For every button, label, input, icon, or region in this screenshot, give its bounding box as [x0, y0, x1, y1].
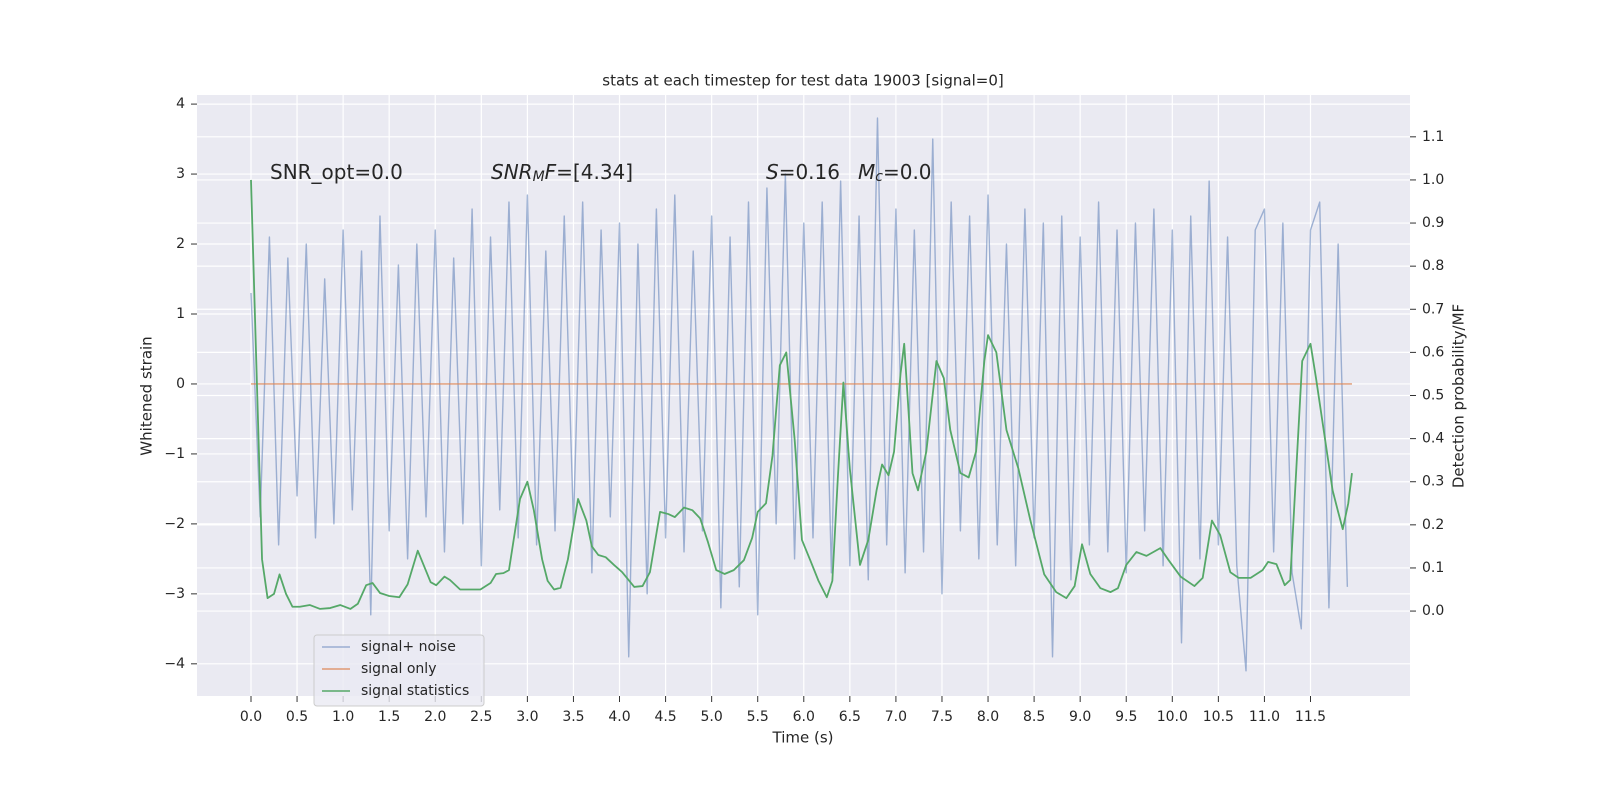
- x-tick-label: 3.0: [516, 709, 538, 725]
- y2-tick-label: 1.1: [1422, 129, 1444, 145]
- annotation-part: c: [875, 169, 883, 185]
- y2-tick-label: 0.1: [1422, 560, 1444, 576]
- annotation: S=0.16: [766, 160, 840, 184]
- legend-label: signal+ noise: [361, 639, 456, 655]
- x-tick-label: 9.0: [1069, 709, 1091, 725]
- y-axis-label: Whitened strain: [138, 336, 156, 455]
- y2-tick-label: 0.9: [1422, 215, 1444, 231]
- x-tick-label: 10.5: [1203, 709, 1234, 725]
- x-tick-label: 8.0: [977, 709, 999, 725]
- legend-label: signal statistics: [361, 683, 469, 699]
- x-tick-label: 2.0: [424, 709, 446, 725]
- x-tick-label: 0.5: [286, 709, 308, 725]
- y-tick-label: 1: [176, 306, 185, 322]
- x-tick-label: 4.0: [608, 709, 630, 725]
- x-tick-label: 6.0: [793, 709, 815, 725]
- x-tick-label: 1.0: [332, 709, 354, 725]
- annotation-part: =0.0: [883, 160, 932, 184]
- y2-tick-label: 0.3: [1422, 474, 1444, 490]
- x-tick-label: 11.5: [1295, 709, 1326, 725]
- y2-tick-label: 0.0: [1422, 603, 1444, 619]
- y-tick-label: −3: [164, 586, 185, 602]
- annotation-part: =0.16: [779, 160, 840, 184]
- annotation-part: M: [533, 169, 545, 185]
- y-tick-label: 2: [176, 236, 185, 252]
- y-tick-label: −4: [164, 656, 185, 672]
- y2-tick-label: 0.8: [1422, 258, 1444, 274]
- annotation-part: F: [545, 160, 557, 184]
- series-line: [250, 179, 1353, 610]
- chart-title: stats at each timestep for test data 190…: [602, 72, 1003, 90]
- y2-tick-label: 1.0: [1422, 172, 1444, 188]
- annotation: SNRMF=[4.34]: [491, 160, 633, 186]
- x-tick-label: 8.5: [1023, 709, 1045, 725]
- annotation-part: =[4.34]: [556, 160, 633, 184]
- y2-tick-label: 0.5: [1422, 388, 1444, 404]
- x-tick-label: 11.0: [1249, 709, 1280, 725]
- x-tick-label: 7.0: [885, 709, 907, 725]
- x-tick-label: 4.5: [654, 709, 676, 725]
- y2-tick-label: 0.4: [1422, 431, 1444, 447]
- x-tick-label: 3.5: [562, 709, 584, 725]
- x-tick-label: 0.0: [240, 709, 262, 725]
- x-tick-label: 7.5: [931, 709, 953, 725]
- annotation: Mc=0.0: [858, 160, 932, 186]
- y-tick-label: −1: [164, 446, 185, 462]
- y-tick-label: 3: [176, 166, 185, 182]
- x-tick-label: 10.0: [1157, 709, 1188, 725]
- x-tick-label: 9.5: [1115, 709, 1137, 725]
- annotation-part: SNR_opt=0.0: [270, 160, 403, 184]
- y-tick-label: 0: [176, 376, 185, 392]
- annotation-part: SNR: [491, 160, 533, 184]
- y2-axis-label: Detection probability/MF: [1450, 304, 1468, 488]
- x-tick-label: 6.5: [839, 709, 861, 725]
- annotation-part: S: [766, 160, 779, 184]
- y2-tick-label: 0.6: [1422, 344, 1444, 360]
- y2-tick-label: 0.7: [1422, 301, 1444, 317]
- x-axis-label: Time (s): [772, 729, 834, 747]
- x-tick-label: 5.5: [747, 709, 769, 725]
- y-tick-label: 4: [176, 96, 185, 112]
- legend-box: [313, 634, 485, 707]
- y-tick-label: −2: [164, 516, 185, 532]
- y2-tick-label: 0.2: [1422, 517, 1444, 533]
- annotation: SNR_opt=0.0: [270, 160, 403, 184]
- series-line: [250, 117, 1349, 672]
- x-tick-label: 1.5: [378, 709, 400, 725]
- x-tick-label: 2.5: [470, 709, 492, 725]
- annotation-part: M: [858, 160, 875, 184]
- legend-label: signal only: [361, 661, 436, 677]
- x-tick-label: 5.0: [701, 709, 723, 725]
